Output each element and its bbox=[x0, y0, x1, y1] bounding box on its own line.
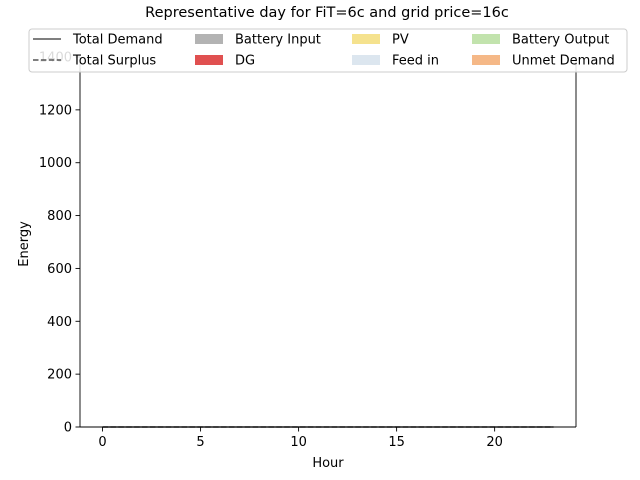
legend-label-feed-in: Feed in bbox=[392, 54, 439, 69]
y-tick-label: 800 bbox=[47, 209, 72, 224]
y-tick-label: 1200 bbox=[39, 103, 72, 118]
legend-label-unmet-demand: Unmet Demand bbox=[512, 54, 615, 69]
x-tick-label: 0 bbox=[98, 435, 106, 450]
legend-swatch-unmet-demand bbox=[472, 55, 500, 65]
y-tick-label: 0 bbox=[64, 421, 72, 436]
legend-swatch-pv bbox=[352, 34, 380, 44]
legend-label-total-demand: Total Demand bbox=[72, 33, 163, 48]
x-tick-label: 5 bbox=[196, 435, 204, 450]
y-tick-label: 1000 bbox=[39, 156, 72, 171]
legend-swatch-battery-output bbox=[472, 34, 500, 44]
legend-swatch-battery-input bbox=[195, 34, 223, 44]
legend-label-pv: PV bbox=[392, 33, 409, 48]
legend-label-battery-output: Battery Output bbox=[512, 33, 609, 48]
legend-swatch-dg bbox=[195, 55, 223, 65]
x-tick-label: 20 bbox=[486, 435, 503, 450]
legend: Total Demand Total Surplus Battery Input DG… bbox=[28, 28, 628, 73]
legend-label-dg: DG bbox=[235, 54, 255, 69]
legend-label-total-surplus: Total Surplus bbox=[72, 54, 156, 69]
x-tick-label: 15 bbox=[388, 435, 405, 450]
chart-title: Representative day for FiT=6c and grid p… bbox=[145, 5, 509, 21]
y-tick-label: 200 bbox=[47, 368, 72, 383]
y-tick-label: 600 bbox=[47, 262, 72, 277]
x-tick-label: 10 bbox=[290, 435, 307, 450]
x-axis-label: Hour bbox=[312, 456, 344, 471]
y-tick-label: 400 bbox=[47, 315, 72, 330]
legend-swatch-feed-in bbox=[352, 55, 380, 65]
axes: 051015200200400600800100012001400 bbox=[39, 51, 577, 450]
legend-label-battery-input: Battery Input bbox=[235, 33, 321, 48]
y-axis-label: Energy bbox=[17, 221, 32, 267]
